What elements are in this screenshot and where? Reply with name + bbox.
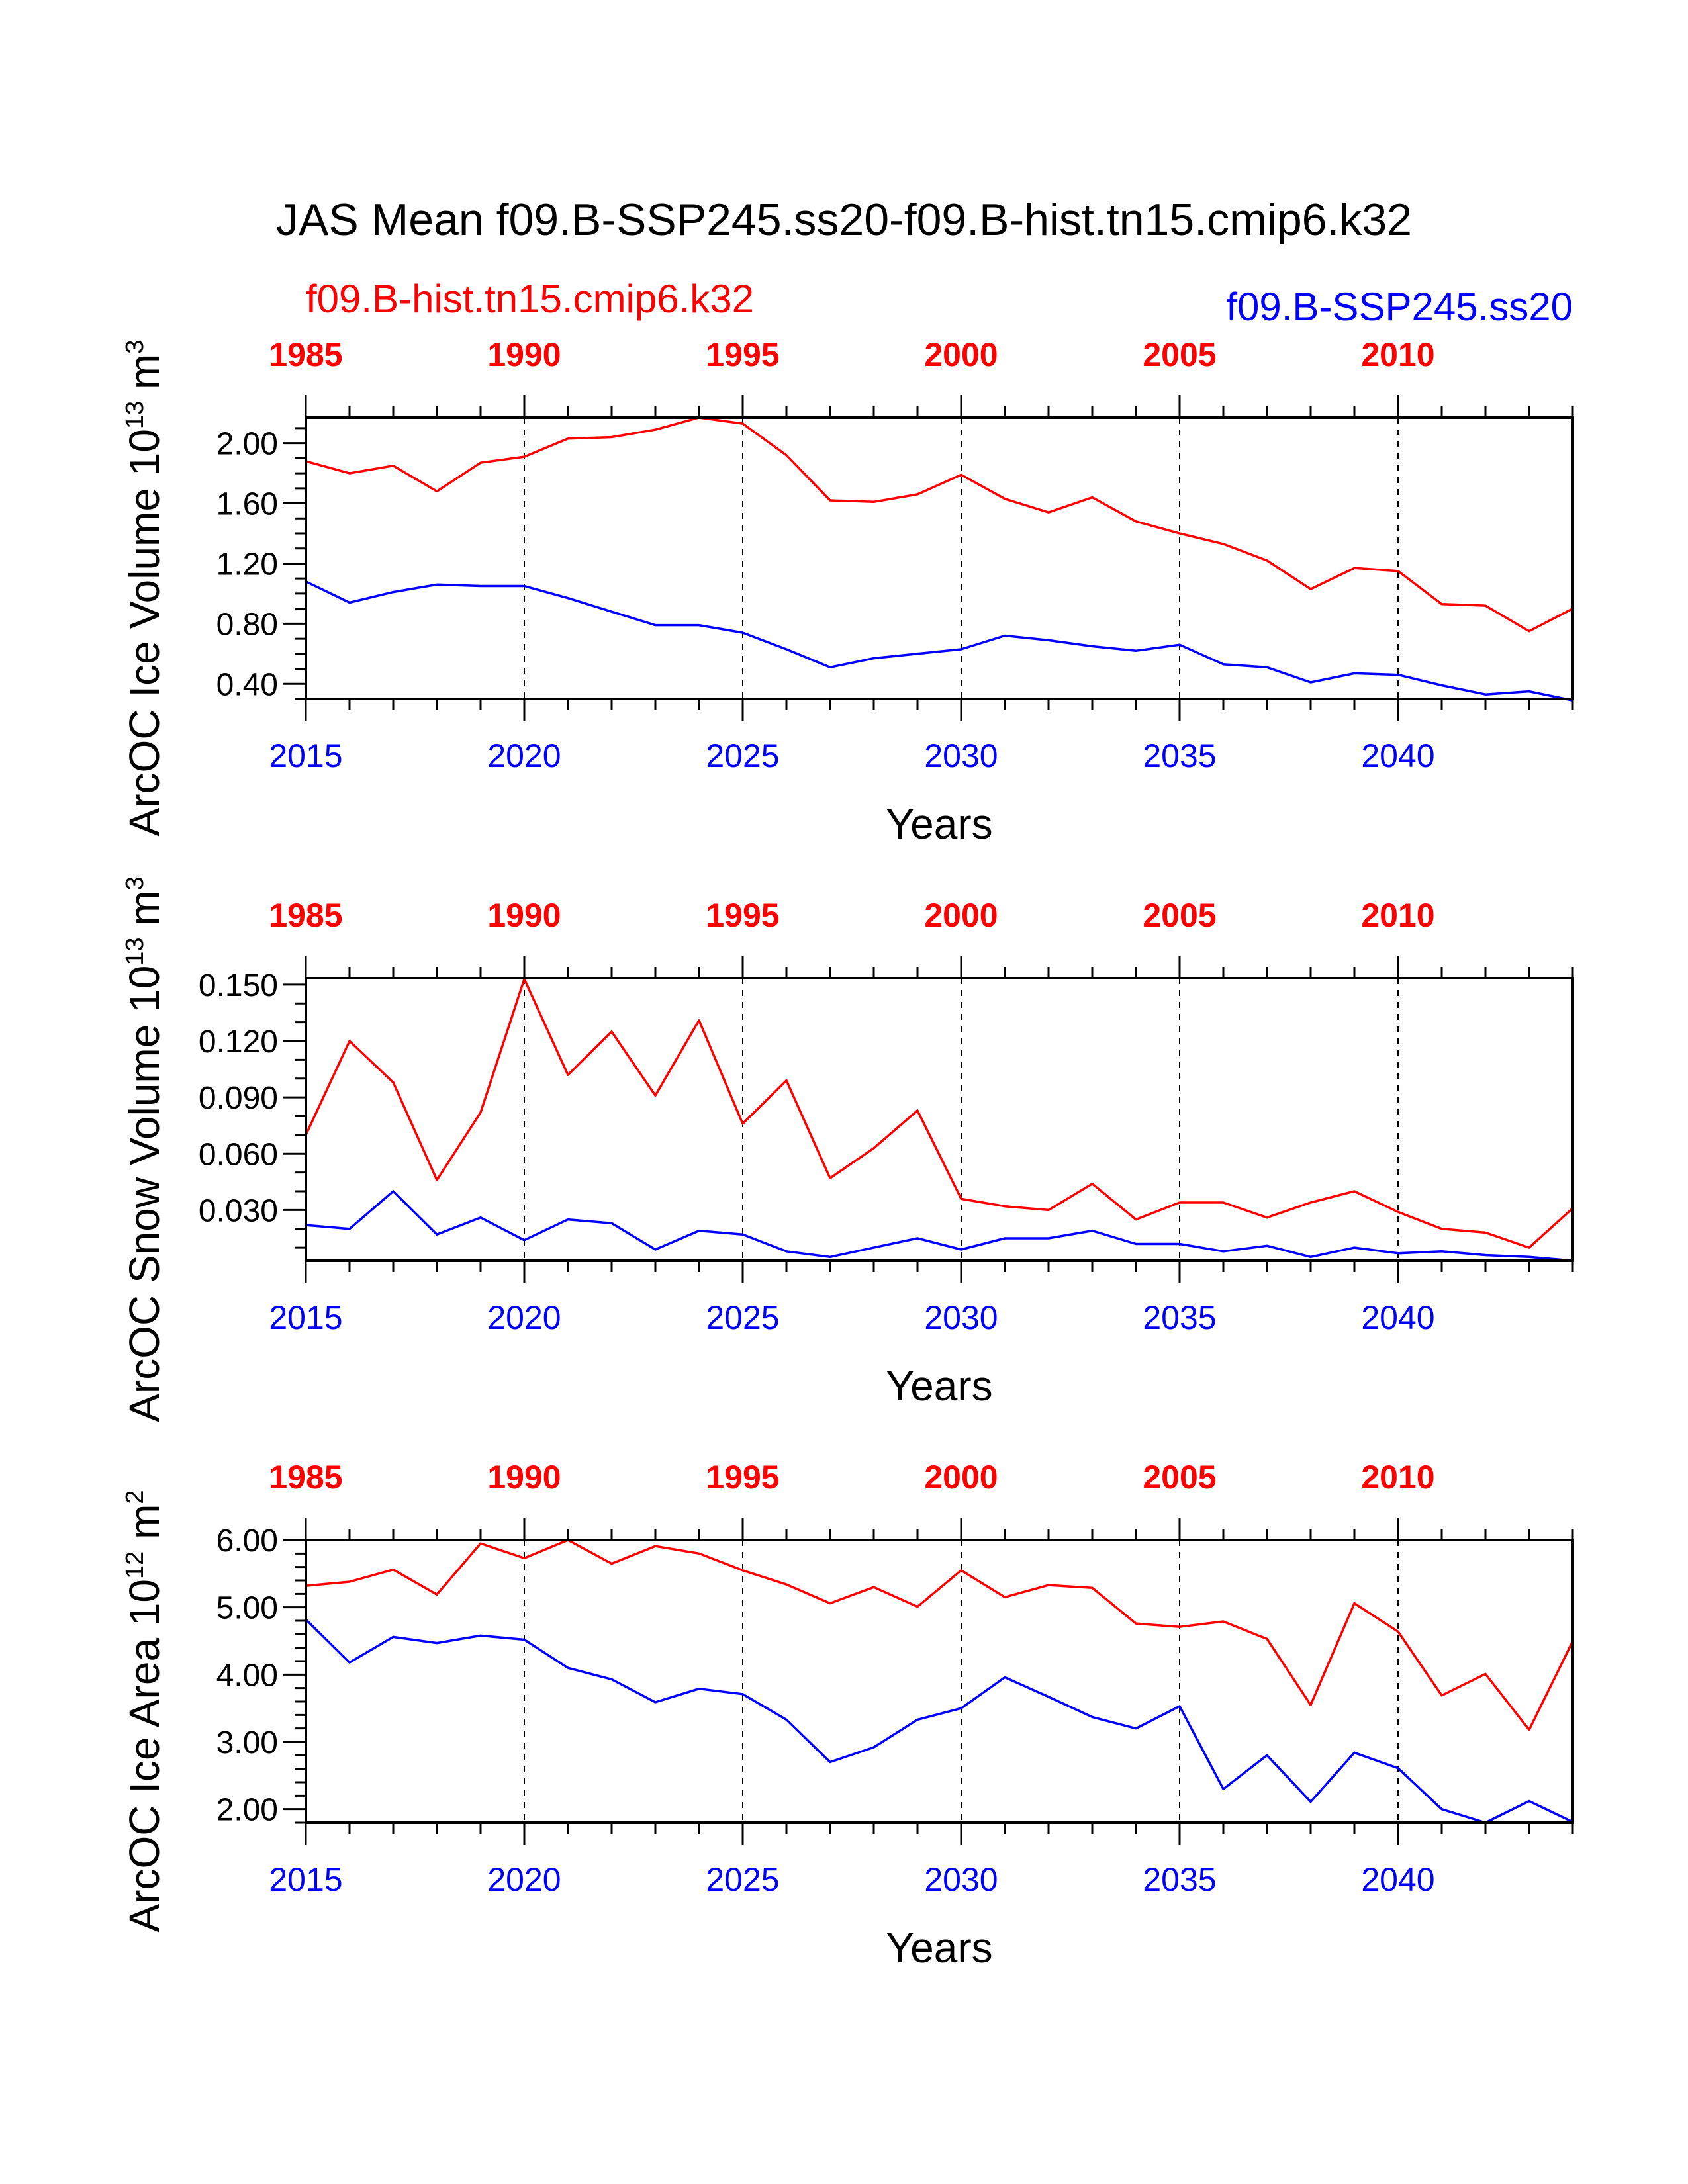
y-tick-label: 0.150	[199, 968, 278, 1003]
x-top-tick-label: 2005	[1143, 897, 1216, 934]
x-top-tick-label: 2010	[1361, 1459, 1434, 1496]
y-axis-title: ArcOC Ice Volume 1013 m3	[120, 340, 168, 837]
y-tick-label: 0.40	[216, 667, 278, 702]
x-tick-label: 2020	[487, 737, 561, 774]
x-top-tick-label: 2000	[924, 336, 998, 373]
y-tick-label: 4.00	[216, 1658, 278, 1693]
y-tick-label: 0.80	[216, 607, 278, 642]
series-line-hist	[305, 416, 1573, 633]
x-tick-label: 2025	[706, 737, 779, 774]
x-top-tick-label: 2010	[1361, 336, 1434, 373]
x-top-tick-label: 1995	[706, 897, 779, 934]
panel-1: 2015 2020 2025 2030 2035 2040 1985 1990 1995 2000…	[120, 336, 1574, 848]
x-tick-label: 2035	[1143, 1861, 1216, 1898]
y-tick-label: 6.00	[216, 1524, 278, 1559]
series-line-ssp	[305, 1618, 1573, 1824]
x-tick-label: 2040	[1361, 737, 1434, 774]
x-tick-label: 2030	[924, 1861, 998, 1898]
x-top-tick-label: 2000	[924, 897, 998, 934]
x-tick-label: 2040	[1361, 1861, 1434, 1898]
x-tick-label: 2015	[269, 737, 342, 774]
y-tick-label: 3.00	[216, 1725, 278, 1760]
y-axis-title: ArcOC Ice Area 1012 m2	[120, 1490, 168, 1932]
x-top-tick-label: 1995	[706, 336, 779, 373]
x-axis-title: Years	[886, 1362, 992, 1410]
x-axis-title: Years	[886, 800, 992, 848]
series-line-ssp	[305, 580, 1573, 702]
x-top-tick-label: 1985	[269, 336, 342, 373]
x-top-tick-label: 2000	[924, 1459, 998, 1496]
x-top-tick-label: 1990	[487, 1459, 561, 1496]
panel-2: 2015 2020 2025 2030 2035 2040 1985 1990 1995 2000…	[120, 876, 1574, 1422]
legend-ssp-label: f09.B-SSP245.ss20	[1226, 285, 1573, 329]
x-tick-label: 2025	[706, 1299, 779, 1336]
y-tick-label: 1.20	[216, 547, 278, 582]
x-tick-label: 2020	[487, 1299, 561, 1336]
series-line-hist	[305, 1539, 1574, 1731]
series-line-hist	[305, 978, 1574, 1249]
y-tick-label: 0.120	[199, 1024, 278, 1060]
x-top-tick-label: 1985	[269, 1459, 342, 1496]
y-tick-label: 2.00	[216, 427, 278, 462]
x-top-tick-label: 2005	[1143, 1459, 1216, 1496]
y-tick-label: 5.00	[216, 1591, 278, 1626]
x-top-tick-label: 2010	[1361, 897, 1434, 934]
plot-frame	[305, 977, 1574, 1262]
x-tick-label: 2015	[269, 1861, 342, 1898]
plot-frame	[305, 416, 1574, 700]
y-tick-label: 2.00	[216, 1793, 278, 1828]
x-tick-label: 2025	[706, 1861, 779, 1898]
x-top-tick-label: 2005	[1143, 336, 1216, 373]
x-top-tick-label: 1990	[487, 336, 561, 373]
x-tick-label: 2040	[1361, 1299, 1434, 1336]
y-tick-label: 0.060	[199, 1137, 278, 1172]
y-tick-label: 0.090	[199, 1081, 278, 1116]
x-tick-label: 2030	[924, 1299, 998, 1336]
x-top-tick-label: 1985	[269, 897, 342, 934]
x-tick-label: 2030	[924, 737, 998, 774]
panel-3: 2015 2020 2025 2030 2035 2040 1985 1990 1995 2000…	[120, 1459, 1574, 1972]
x-top-tick-label: 1990	[487, 897, 561, 934]
plot-frame	[305, 1539, 1574, 1824]
x-tick-label: 2020	[487, 1861, 561, 1898]
y-axis-title: ArcOC Snow Volume 1013 m3	[120, 876, 168, 1422]
x-axis-title: Years	[886, 1924, 992, 1972]
x-tick-label: 2035	[1143, 1299, 1216, 1336]
figure-title: JAS Mean f09.B-SSP245.ss20-f09.B-hist.tn…	[276, 195, 1412, 245]
x-tick-label: 2015	[269, 1299, 342, 1336]
x-tick-label: 2035	[1143, 737, 1216, 774]
x-top-tick-label: 1995	[706, 1459, 779, 1496]
series-line-ssp	[305, 1190, 1573, 1262]
y-tick-label: 0.030	[199, 1193, 278, 1228]
legend-hist-label: f09.B-hist.tn15.cmip6.k32	[306, 277, 754, 321]
y-tick-label: 1.60	[216, 487, 278, 522]
